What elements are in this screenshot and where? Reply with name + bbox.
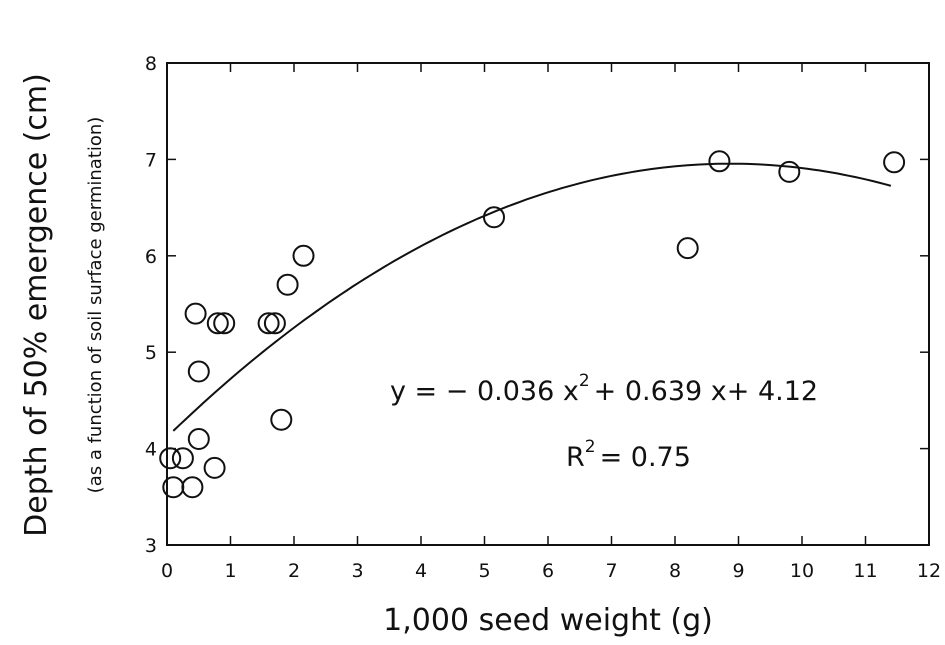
data-point xyxy=(883,151,906,174)
x-tick-label: 0 xyxy=(161,560,173,582)
y-tick-label: 4 xyxy=(145,439,157,461)
data-point xyxy=(181,476,204,499)
x-tick-label: 8 xyxy=(669,560,681,582)
x-tick-label: 12 xyxy=(917,560,941,582)
fit-equation: y = − 0.036 x2 + 0.639 x+ 4.12 xyxy=(390,371,818,407)
x-tick-label: 6 xyxy=(542,560,554,582)
x-tick-label: 2 xyxy=(288,560,300,582)
data-point xyxy=(187,428,210,450)
data-point xyxy=(171,447,194,470)
data-point xyxy=(676,237,699,260)
data-point xyxy=(276,273,299,296)
r-squared-value: = 0.75 xyxy=(600,442,691,473)
data-point xyxy=(203,456,226,479)
axis-ticks xyxy=(166,62,930,546)
x-tick-label: 3 xyxy=(351,560,363,582)
y-axis-label: Depth of 50% emergence (cm) xyxy=(19,73,54,537)
data-point xyxy=(187,360,210,383)
y-axis-sublabel: (as a function of soil surface germinati… xyxy=(85,117,106,494)
x-tick-label: 1 xyxy=(224,560,236,582)
r-squared-exponent: 2 xyxy=(585,437,596,457)
y-tick-label: 8 xyxy=(145,53,157,75)
data-point xyxy=(159,447,182,470)
x-tick-label: 5 xyxy=(478,560,490,582)
data-point xyxy=(263,312,286,335)
x-tick-label: 9 xyxy=(732,560,744,582)
fit-equation-lhs: y = − 0.036 x xyxy=(390,376,579,407)
x-tick-label: 10 xyxy=(790,560,814,582)
fit-equation-rhs: + 0.639 x+ 4.12 xyxy=(594,376,818,407)
y-tick-label: 6 xyxy=(145,246,157,268)
x-tick-label: 11 xyxy=(853,560,877,582)
r-squared-base: R xyxy=(566,442,585,473)
fit-curve xyxy=(172,162,892,432)
data-point xyxy=(213,312,236,335)
data-point xyxy=(270,408,293,431)
y-tick-label: 3 xyxy=(145,535,157,557)
data-point xyxy=(257,312,280,335)
data-point xyxy=(184,302,207,325)
data-point xyxy=(778,160,801,183)
data-point xyxy=(708,150,731,173)
x-tick-label: 7 xyxy=(605,560,617,582)
data-points xyxy=(159,150,906,499)
data-point xyxy=(483,206,505,229)
r-squared: R2 = 0.75 xyxy=(566,437,691,473)
plot-frame xyxy=(166,62,930,546)
y-tick-label: 7 xyxy=(145,149,157,171)
x-tick-label: 4 xyxy=(415,560,427,582)
fit-equation-exponent: 2 xyxy=(579,371,590,391)
y-tick-label: 5 xyxy=(145,342,157,364)
x-axis-label: 1,000 seed weight (g) xyxy=(383,603,713,638)
data-point xyxy=(206,312,229,335)
data-point xyxy=(292,244,315,267)
